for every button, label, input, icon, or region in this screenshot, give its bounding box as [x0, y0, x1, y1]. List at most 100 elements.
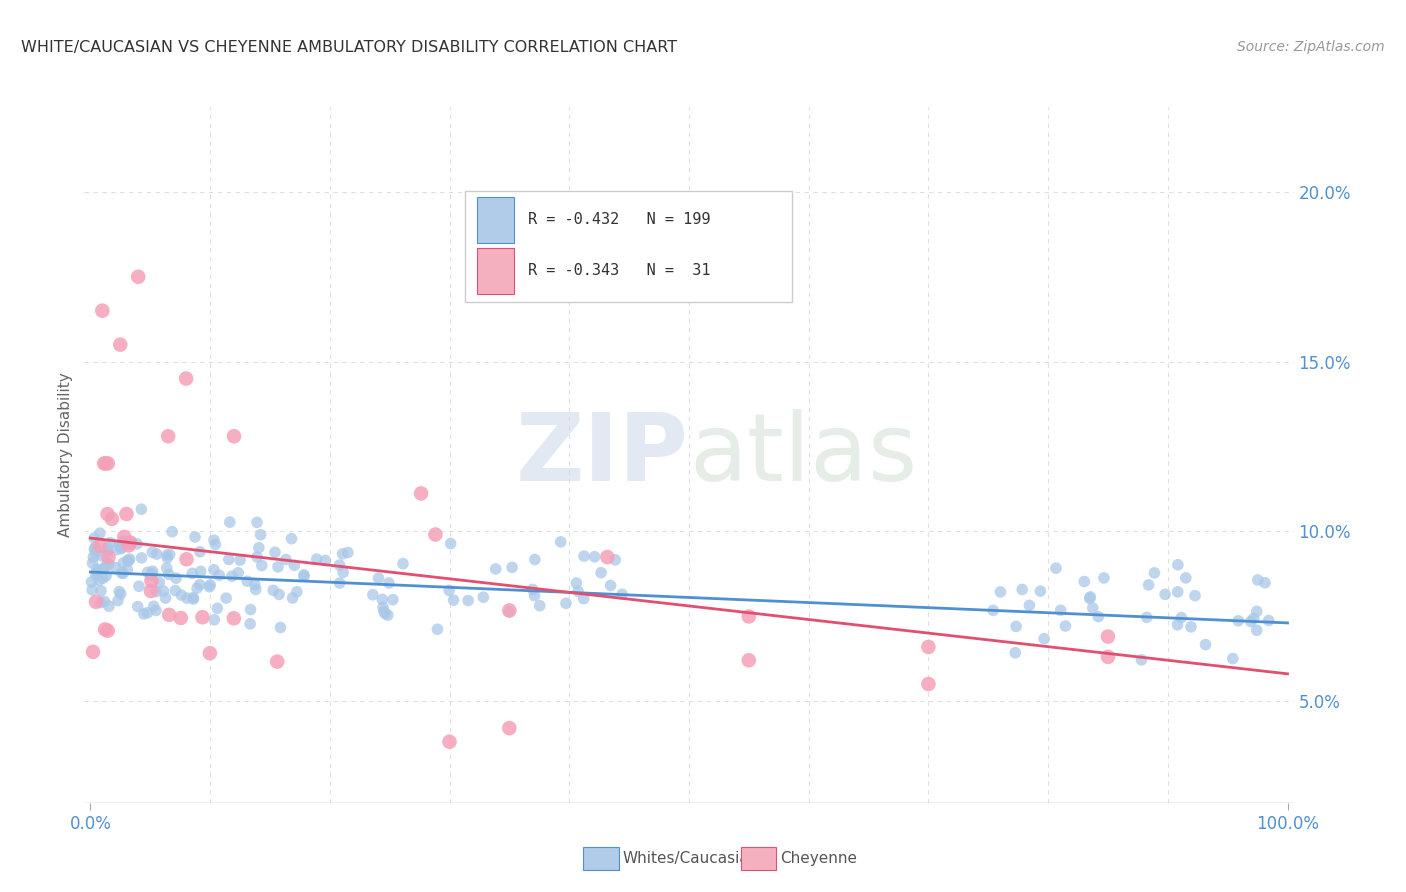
- Point: [1254, 575, 1277, 590]
- Point: [1136, 610, 1159, 624]
- Point: [1137, 578, 1160, 592]
- Point: [207, 601, 229, 615]
- Point: [112, 530, 135, 544]
- Point: [105, 542, 128, 557]
- Point: [1049, 603, 1071, 617]
- Point: [97, 624, 120, 638]
- Point: [371, 600, 394, 615]
- Point: [281, 591, 304, 605]
- Point: [141, 574, 163, 588]
- Point: [522, 582, 544, 597]
- Point: [374, 607, 396, 621]
- Point: [86, 562, 108, 576]
- Point: [131, 550, 153, 565]
- Point: [305, 552, 328, 566]
- Point: [246, 516, 269, 530]
- Point: [117, 554, 139, 568]
- Point: [917, 640, 939, 654]
- Point: [222, 611, 245, 625]
- Point: [93, 457, 115, 471]
- Point: [218, 552, 240, 566]
- Point: [82, 550, 104, 565]
- Point: [274, 552, 297, 566]
- Point: [426, 622, 449, 636]
- Point: [94, 569, 117, 583]
- Point: [239, 616, 262, 631]
- Point: [425, 527, 447, 541]
- Point: [392, 557, 415, 571]
- Point: [1092, 571, 1115, 585]
- Point: [1194, 638, 1216, 652]
- Point: [94, 623, 117, 637]
- Point: [136, 566, 159, 580]
- Point: [332, 547, 354, 561]
- Point: [1073, 574, 1095, 589]
- Point: [91, 303, 114, 318]
- Point: [188, 545, 211, 559]
- Point: [165, 583, 187, 598]
- Point: [361, 588, 384, 602]
- Point: [329, 558, 352, 572]
- Point: [80, 574, 103, 589]
- Point: [204, 537, 226, 551]
- Point: [336, 545, 359, 559]
- Point: [157, 429, 180, 443]
- Point: [264, 545, 287, 559]
- Point: [157, 607, 180, 622]
- Point: [409, 486, 432, 500]
- Point: [472, 590, 495, 604]
- Point: [239, 602, 262, 616]
- Point: [98, 599, 121, 614]
- Point: [170, 611, 193, 625]
- Point: [218, 515, 240, 529]
- Point: [266, 655, 288, 669]
- Point: [127, 599, 149, 614]
- Point: [605, 553, 627, 567]
- Point: [84, 568, 107, 582]
- Point: [1247, 573, 1270, 587]
- Point: [523, 552, 546, 566]
- Point: [141, 545, 163, 559]
- Point: [1130, 653, 1153, 667]
- Point: [97, 545, 120, 559]
- Point: [981, 603, 1004, 617]
- Point: [91, 561, 114, 575]
- Point: [97, 558, 120, 572]
- Point: [86, 566, 108, 581]
- Point: [83, 531, 105, 545]
- Point: [485, 562, 508, 576]
- Point: [262, 583, 284, 598]
- Point: [567, 584, 589, 599]
- Point: [249, 528, 271, 542]
- Point: [529, 599, 551, 613]
- Point: [145, 603, 167, 617]
- Text: Whites/Caucasians: Whites/Caucasians: [623, 851, 768, 866]
- Bar: [478, 248, 513, 293]
- Point: [131, 502, 153, 516]
- Point: [1078, 591, 1101, 606]
- Point: [208, 568, 231, 582]
- Point: [1011, 582, 1033, 597]
- Point: [104, 560, 127, 574]
- Point: [1167, 585, 1189, 599]
- Y-axis label: Ambulatory Disability: Ambulatory Disability: [58, 373, 73, 537]
- Point: [165, 571, 187, 585]
- Text: ZIP: ZIP: [516, 409, 689, 501]
- Point: [94, 457, 117, 471]
- Point: [1097, 630, 1119, 644]
- Point: [917, 677, 939, 691]
- Point: [98, 535, 121, 549]
- Point: [1166, 617, 1188, 632]
- Point: [367, 571, 389, 585]
- Point: [1170, 610, 1192, 624]
- Point: [112, 534, 135, 549]
- Point: [1005, 619, 1028, 633]
- Point: [89, 539, 111, 553]
- Point: [96, 543, 118, 558]
- Point: [1087, 609, 1109, 624]
- Point: [285, 584, 308, 599]
- Point: [1240, 615, 1263, 629]
- Point: [145, 547, 167, 561]
- Point: [1246, 624, 1268, 638]
- Point: [188, 577, 211, 591]
